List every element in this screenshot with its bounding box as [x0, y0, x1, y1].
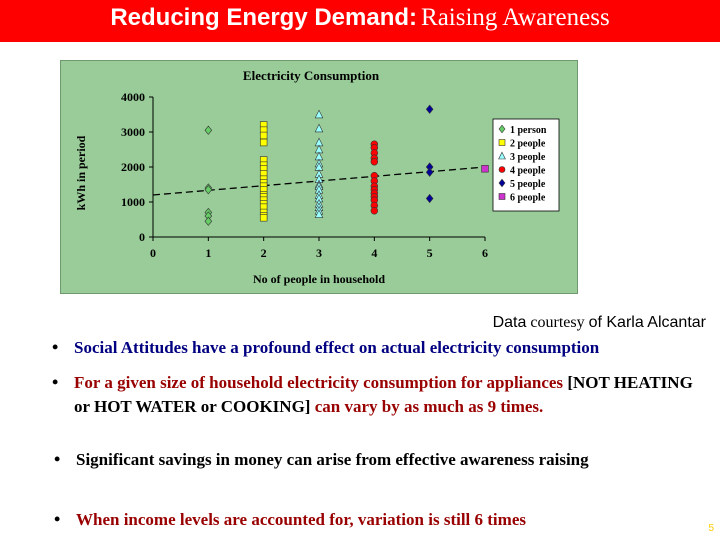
bullet-social-attitudes: • Social Attitudes have a profound effec… [52, 336, 712, 360]
slide-title: Reducing Energy Demand: Raising Awarenes… [0, 4, 720, 32]
credit-part-3: of Karla Alcantar [588, 314, 706, 331]
bullet-text: Significant savings in money can arise f… [76, 450, 589, 469]
x-tick-label: 0 [150, 246, 156, 260]
bullet-text-part-3: can vary by as much as 9 times. [314, 397, 544, 416]
data-point [314, 123, 324, 133]
x-tick-label: 5 [427, 246, 433, 260]
legend-label: 2 people [510, 139, 546, 150]
x-tick-label: 6 [482, 246, 488, 260]
legend-marker [498, 193, 506, 200]
page-number: 5 [708, 523, 714, 534]
credit-part-1: Data [492, 314, 527, 331]
chart-svg: Electricity Consumption kWh in period No o… [74, 68, 560, 286]
data-point [204, 216, 213, 226]
bullet-text: For a given size of household electricit… [52, 371, 702, 419]
bullet-text-part-1: For a given size of household electricit… [74, 373, 564, 392]
bullet-variation: • For a given size of household electric… [52, 371, 702, 419]
title-part-2: Raising Awareness [421, 4, 610, 31]
data-point [370, 158, 379, 166]
bullet-dot: • [54, 449, 61, 469]
bullet-income: • When income levels are accounted for, … [54, 508, 674, 532]
bullet-text: Social Attitudes have a profound effect … [74, 338, 600, 357]
y-tick-label: 2000 [121, 160, 145, 174]
data-point [370, 207, 379, 215]
y-tick-label: 3000 [121, 125, 145, 139]
data-point [204, 125, 213, 135]
bullet-savings: • Significant savings in money can arise… [54, 448, 664, 472]
legend-marker [498, 178, 506, 188]
data-point [259, 131, 268, 140]
x-tick-label: 4 [371, 246, 377, 260]
bullet-dot: • [52, 337, 59, 357]
x-axis-label: No of people in household [253, 272, 385, 286]
x-tick-label: 1 [205, 246, 211, 260]
x-tick-label: 3 [316, 246, 322, 260]
bullet-dot: • [52, 372, 59, 392]
data-point [425, 167, 434, 177]
legend-marker [498, 166, 506, 173]
legend-label: 6 people [510, 193, 546, 204]
chart-panel: Electricity Consumption kWh in period No o… [60, 60, 578, 294]
legend-marker [498, 151, 506, 160]
title-part-1: Reducing Energy Demand: [110, 4, 418, 31]
legend-marker [498, 124, 506, 134]
legend-label: 5 people [510, 179, 546, 190]
data-point [259, 138, 268, 147]
data-point [314, 109, 324, 119]
data-point [259, 214, 268, 222]
data-point [425, 193, 434, 204]
y-tick-label: 1000 [121, 195, 145, 209]
data-credit: Data courtesy of Karla Alcantar [493, 314, 706, 332]
chart-title: Electricity Consumption [243, 68, 380, 83]
legend-label: 1 person [510, 125, 547, 136]
legend-label: 4 people [510, 166, 546, 177]
data-point [204, 185, 213, 195]
x-tick-label: 2 [261, 246, 267, 260]
legend-marker [498, 139, 506, 146]
bullet-text: When income levels are accounted for, va… [76, 510, 526, 529]
legend-label: 3 people [510, 152, 546, 163]
data-point [314, 209, 324, 218]
data-point [481, 165, 489, 173]
bullet-text-part-2: [NOT HEATING or HOT WATER or COOKING] [74, 373, 693, 416]
y-axis-label: kWh in period [74, 135, 88, 210]
credit-part-2: courtesy [530, 314, 585, 331]
y-tick-label: 4000 [121, 90, 145, 104]
y-tick-label: 0 [139, 230, 145, 244]
bullet-dot: • [54, 509, 61, 529]
data-point [425, 104, 434, 114]
title-bar [0, 0, 720, 42]
